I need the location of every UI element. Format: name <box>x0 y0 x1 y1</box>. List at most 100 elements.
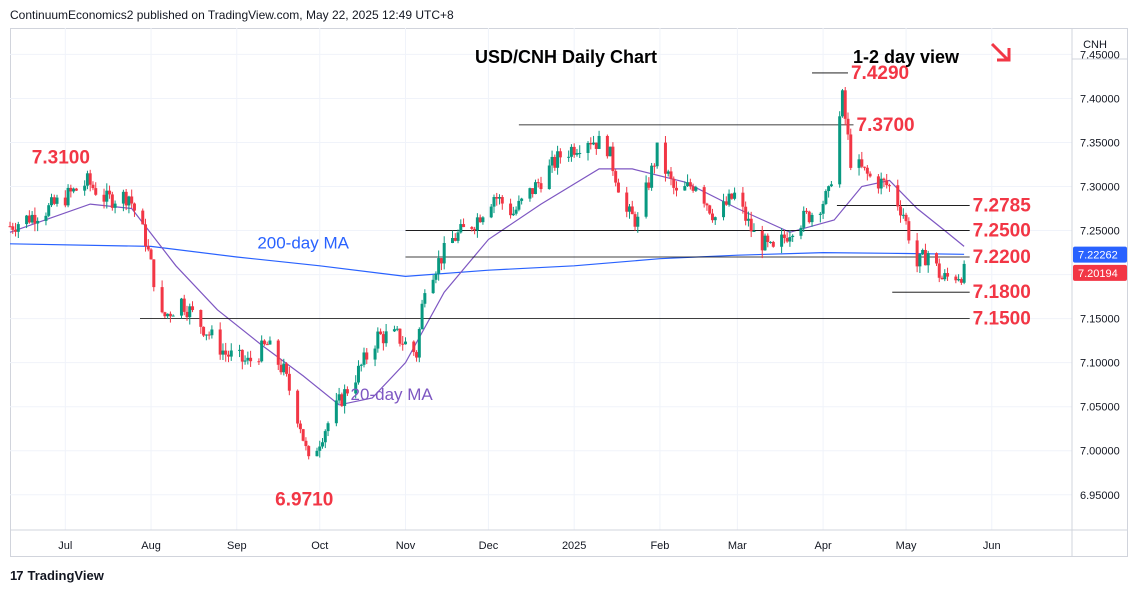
time-tick-label: Dec <box>479 540 499 552</box>
candle-body <box>849 134 853 168</box>
candle-body <box>536 182 540 184</box>
candle-body <box>453 238 457 241</box>
candle-body <box>628 206 631 212</box>
candle-body <box>207 334 211 336</box>
candle-body <box>130 196 134 204</box>
candle-body <box>934 253 938 264</box>
candle-body <box>69 187 73 192</box>
candle-body <box>439 258 443 264</box>
candle-body <box>343 389 347 406</box>
candle-body <box>553 156 557 168</box>
candle-body <box>221 350 225 355</box>
candle-body <box>473 228 477 231</box>
price-tick-label: 6.95000 <box>1080 490 1120 502</box>
candle-body <box>957 279 961 281</box>
candle-body <box>243 360 247 362</box>
candle-body <box>810 214 814 223</box>
candle-body <box>489 206 493 218</box>
candle-body <box>91 184 95 189</box>
candle-body <box>608 146 612 157</box>
candle-body <box>296 390 300 424</box>
price-tick-label: 7.00000 <box>1080 446 1120 458</box>
candle-body <box>558 151 562 158</box>
candle-body <box>171 315 175 317</box>
price-tick-label: 7.40000 <box>1080 93 1120 105</box>
candle-body <box>943 273 947 280</box>
candle-body <box>141 210 145 225</box>
candle-body <box>500 197 504 204</box>
candle-body <box>752 230 756 232</box>
candle-body <box>36 220 40 224</box>
down-right-arrow-icon <box>990 42 1011 62</box>
candle-body <box>824 191 828 204</box>
candle-body <box>218 329 222 355</box>
candle-body <box>683 186 687 191</box>
candle-body <box>788 237 792 242</box>
price-tick-label: 7.25000 <box>1080 226 1120 238</box>
candle-body <box>669 171 673 179</box>
candle-body <box>113 203 117 208</box>
candle-body <box>340 394 344 406</box>
candle-body <box>904 214 908 222</box>
candle-body <box>818 213 822 215</box>
candle-body <box>163 312 167 317</box>
candle-body <box>395 328 399 330</box>
candle-body <box>769 241 773 243</box>
candle-body <box>616 182 620 193</box>
candle-body <box>11 226 15 230</box>
candle-body <box>741 192 745 207</box>
candle-body <box>520 198 524 201</box>
tradingview-footer[interactable]: 17 TradingView <box>10 568 104 583</box>
candle-body <box>27 215 31 223</box>
candle-body <box>857 159 861 168</box>
candle-body <box>33 214 37 224</box>
candle-body <box>168 313 172 317</box>
candle-body <box>702 187 706 204</box>
candle-body <box>423 293 427 304</box>
candle-body <box>962 263 966 283</box>
candle-body <box>567 156 571 158</box>
candle-body <box>744 206 748 221</box>
candle-body <box>691 186 695 191</box>
level-label: 7.2500 <box>973 221 1031 242</box>
candle-body <box>592 142 596 145</box>
time-tick-label: Nov <box>396 540 416 552</box>
candle-body <box>249 357 253 362</box>
ma20-line-group <box>9 168 965 406</box>
candle-body <box>420 303 424 330</box>
candle-body <box>550 156 554 166</box>
ma200-line-group <box>9 243 965 278</box>
candle-body <box>633 214 637 227</box>
candle-body <box>326 423 330 432</box>
candle-body <box>415 352 419 358</box>
candle-body <box>146 246 150 250</box>
candle-body <box>868 173 872 177</box>
candle-body <box>569 146 573 157</box>
candle-body <box>887 185 891 187</box>
candle-body <box>268 340 272 345</box>
candle-body <box>287 373 291 391</box>
candle-body <box>185 311 189 318</box>
candle-body <box>663 142 667 174</box>
candle-body <box>401 343 405 345</box>
price-tick-label: 7.45000 <box>1080 49 1120 61</box>
price-tick-label: 7.35000 <box>1080 137 1120 149</box>
candle-body <box>240 349 244 362</box>
candle-body <box>121 191 125 204</box>
candle-body <box>805 210 808 212</box>
candle-body <box>321 442 325 447</box>
candle-body <box>547 165 551 190</box>
candle-body <box>354 382 358 394</box>
candle-body <box>365 352 369 360</box>
candle-body <box>398 328 402 344</box>
candle-body <box>528 188 532 199</box>
candle-body <box>821 203 825 214</box>
candle-body <box>44 215 48 221</box>
candle-body <box>926 253 930 266</box>
candle-body <box>199 310 203 327</box>
candle-body <box>647 182 651 188</box>
candle-body <box>531 188 535 195</box>
candle-body <box>799 227 803 236</box>
candle-body <box>456 232 460 241</box>
